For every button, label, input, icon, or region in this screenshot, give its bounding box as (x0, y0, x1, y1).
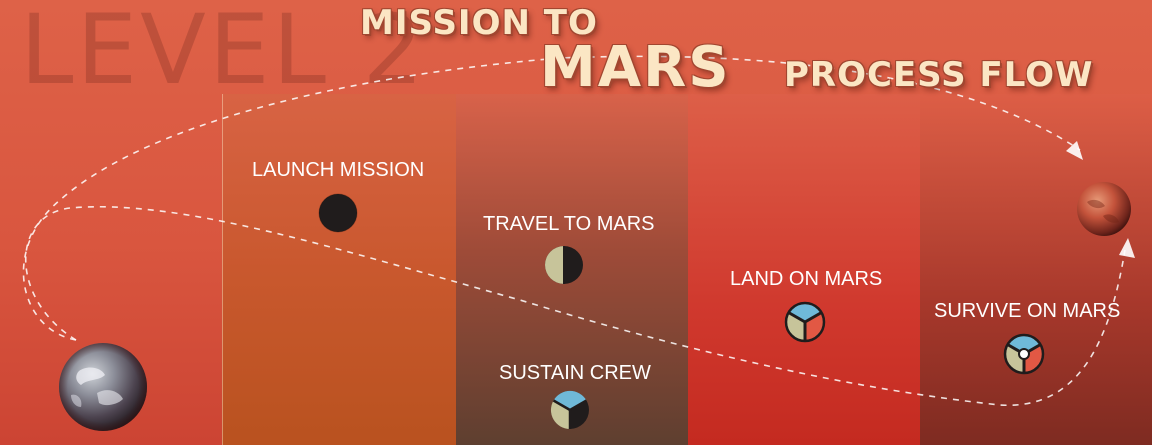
title-line-1: MISSION TO (360, 3, 598, 43)
earth-planet-icon (59, 343, 147, 431)
return-trajectory-path (25, 205, 1126, 406)
outbound-arrowhead-icon (1066, 141, 1083, 160)
stage-column-launch (222, 94, 458, 445)
step-label-land-on-mars: LAND ON MARS (730, 268, 883, 290)
return-arrowhead-icon (1119, 238, 1135, 258)
mars-planet-icon (1077, 182, 1131, 236)
one-quarter-circle-icon (545, 246, 583, 284)
two-thirds-circle-icon (550, 390, 589, 430)
step-label-travel-to-mars: TRAVEL TO MARS (483, 213, 655, 235)
step-label-launch-mission: LAUNCH MISSION (252, 159, 425, 181)
title-line-3: PROCESS FLOW (784, 55, 1094, 95)
title-line-2: MARS (540, 35, 731, 100)
stage-column-survive (920, 94, 1152, 445)
outbound-trajectory-path (22, 55, 1081, 341)
step-label-sustain-crew: SUSTAIN CREW (499, 362, 651, 384)
step-label-survive-on-mars: SURVIVE ON MARS (934, 300, 1121, 322)
level-watermark: LEVEL 2 (20, 0, 427, 106)
empty-circle-icon (318, 193, 358, 233)
full-circle-icon (784, 301, 826, 343)
full-circle-icon (1003, 333, 1045, 375)
